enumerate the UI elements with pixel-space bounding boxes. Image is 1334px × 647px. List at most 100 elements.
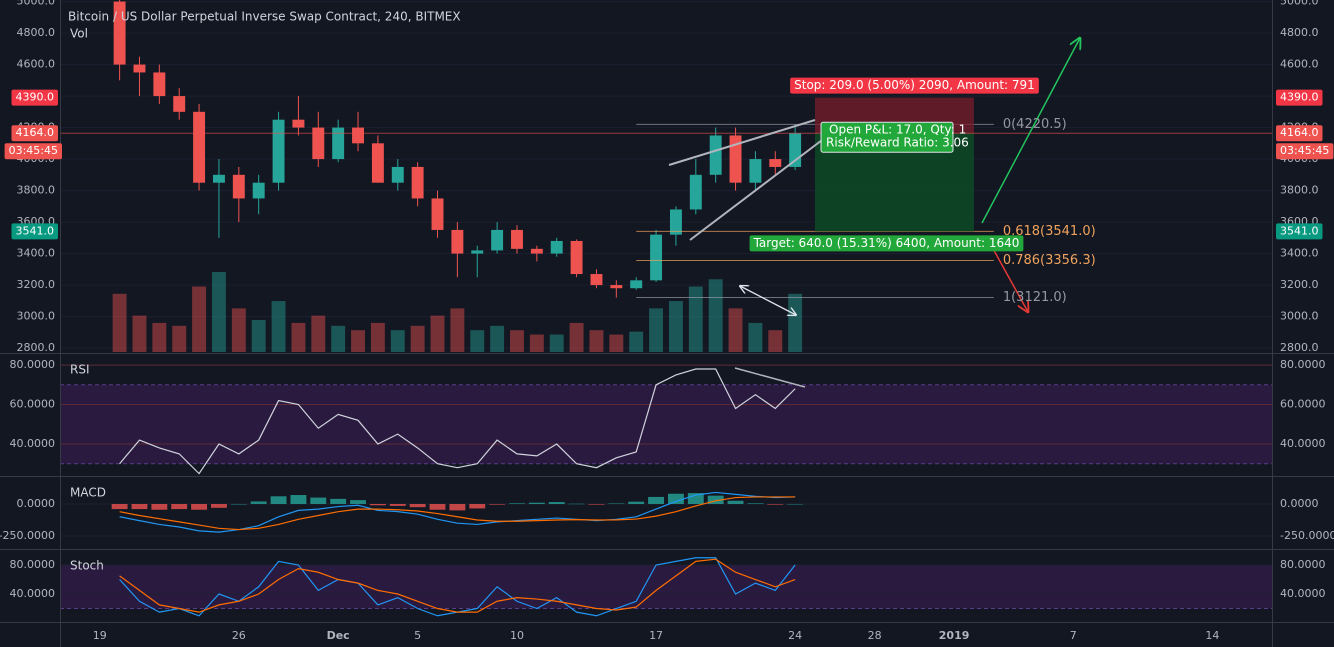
countdown: 03:45:45: [9, 144, 58, 157]
candle-body: [232, 174, 245, 199]
candle-body: [769, 159, 782, 167]
volume-bar: [490, 325, 505, 352]
histogram-bar: [211, 503, 227, 508]
volume-bar: [569, 322, 584, 352]
y-tick-label: -250.0000: [1280, 529, 1334, 542]
countdown-box: [4, 143, 62, 160]
volume-bar: [152, 322, 167, 352]
y-tick-label: 5000.0: [1280, 0, 1319, 8]
volume-bar: [271, 301, 286, 352]
y-tick-label: 4800.0: [17, 26, 56, 39]
volume-bar: [649, 308, 664, 352]
candle-body: [570, 240, 583, 275]
histogram-bar: [350, 500, 366, 504]
histogram-bar: [330, 498, 347, 504]
histogram-bar: [250, 501, 267, 504]
y-tick-label: 0.0000: [1280, 497, 1319, 510]
volume-bar: [728, 308, 743, 352]
wedge-line: [689, 127, 839, 241]
indicator-band: [60, 564, 1272, 609]
candle-body: [650, 234, 663, 281]
candle-body: [193, 111, 206, 183]
price-marker: 3541.0: [16, 224, 55, 237]
volume-bar: [708, 279, 723, 352]
price-marker: 4390.0: [16, 91, 55, 104]
candle-body: [312, 127, 325, 160]
candle-body: [272, 119, 285, 183]
y-tick-label: 3000.0: [1280, 310, 1319, 323]
histogram-bar: [528, 502, 545, 504]
candle-body: [689, 174, 702, 210]
volume-bar: [430, 315, 445, 352]
histogram-bar: [509, 503, 525, 504]
candle-body: [789, 133, 802, 167]
y-tick-label: 3800.0: [1280, 184, 1319, 197]
volume-label: Vol: [70, 27, 88, 41]
candle-body: [471, 250, 484, 254]
y-tick-label: 3800.0: [17, 184, 56, 197]
countdown: 03:45:45: [1280, 144, 1329, 157]
candle-body: [511, 229, 523, 249]
y-tick-label: 3400.0: [1280, 247, 1319, 260]
indicator-line: [119, 491, 796, 533]
histogram-bar: [667, 493, 684, 504]
volume-bar: [629, 331, 644, 352]
histogram-bar: [568, 503, 585, 505]
histogram-bar: [767, 503, 784, 505]
candle-body: [451, 229, 464, 254]
pane-title: MACD: [70, 486, 106, 500]
countdown-box: [1276, 143, 1334, 160]
volume-bar: [768, 330, 783, 352]
y-tick-label: 40.0000: [10, 437, 56, 450]
fib-label: 0(4220.5): [1003, 117, 1067, 132]
candle-body: [371, 143, 384, 183]
y-tick-label: 80.0000: [1280, 558, 1326, 571]
y-tick-label: -250.0000: [0, 529, 55, 542]
y-tick-label: 80.0000: [1280, 358, 1326, 371]
volume-bar: [291, 322, 306, 352]
candle-body: [133, 64, 146, 73]
y-tick-label: 2800.0: [1280, 341, 1319, 354]
candle-body: [391, 166, 404, 183]
histogram-bar: [727, 500, 744, 504]
y-tick-label: 4600.0: [17, 58, 56, 71]
volume-bar: [351, 330, 365, 352]
x-tick-label: 17: [649, 629, 663, 642]
price-marker: 4390.0: [1280, 91, 1319, 104]
fib-label: 1(3121.0): [1003, 290, 1067, 305]
histogram-bar: [131, 503, 148, 510]
x-tick-label: 19: [93, 629, 107, 642]
volume-bar: [748, 322, 763, 352]
indicator-line: [119, 496, 796, 531]
histogram-bar: [707, 495, 724, 504]
volume-bar: [251, 320, 266, 352]
histogram-bar: [787, 503, 804, 505]
x-tick-label: 10: [510, 629, 524, 642]
histogram-bar: [409, 503, 426, 508]
candle-body: [491, 229, 504, 251]
indicator-line: [119, 558, 796, 613]
pnl-box: [820, 121, 954, 153]
candle-body: [173, 96, 186, 112]
volume-bar: [549, 334, 564, 352]
volume-bar: [331, 325, 346, 352]
y-tick-label: 60.0000: [10, 398, 56, 411]
candle-body: [411, 166, 424, 199]
up-arrow: [981, 38, 1080, 224]
y-tick-label: 0.0000: [17, 497, 56, 510]
x-tick-label: 24: [788, 629, 802, 642]
volume-bar: [390, 330, 405, 352]
candle-body: [352, 127, 364, 144]
x-tick-label: 5: [414, 629, 421, 642]
volume-bar: [589, 330, 604, 352]
volume-bar: [211, 272, 226, 352]
volume-bar: [370, 322, 385, 352]
rr-label: Risk/Reward Ratio: 3.06: [826, 136, 969, 150]
histogram-bar: [628, 501, 645, 504]
candle-body: [630, 280, 643, 289]
candle-body: [610, 285, 623, 289]
candle-body: [550, 240, 563, 254]
histogram-bar: [469, 503, 486, 509]
histogram-bar: [687, 493, 704, 504]
